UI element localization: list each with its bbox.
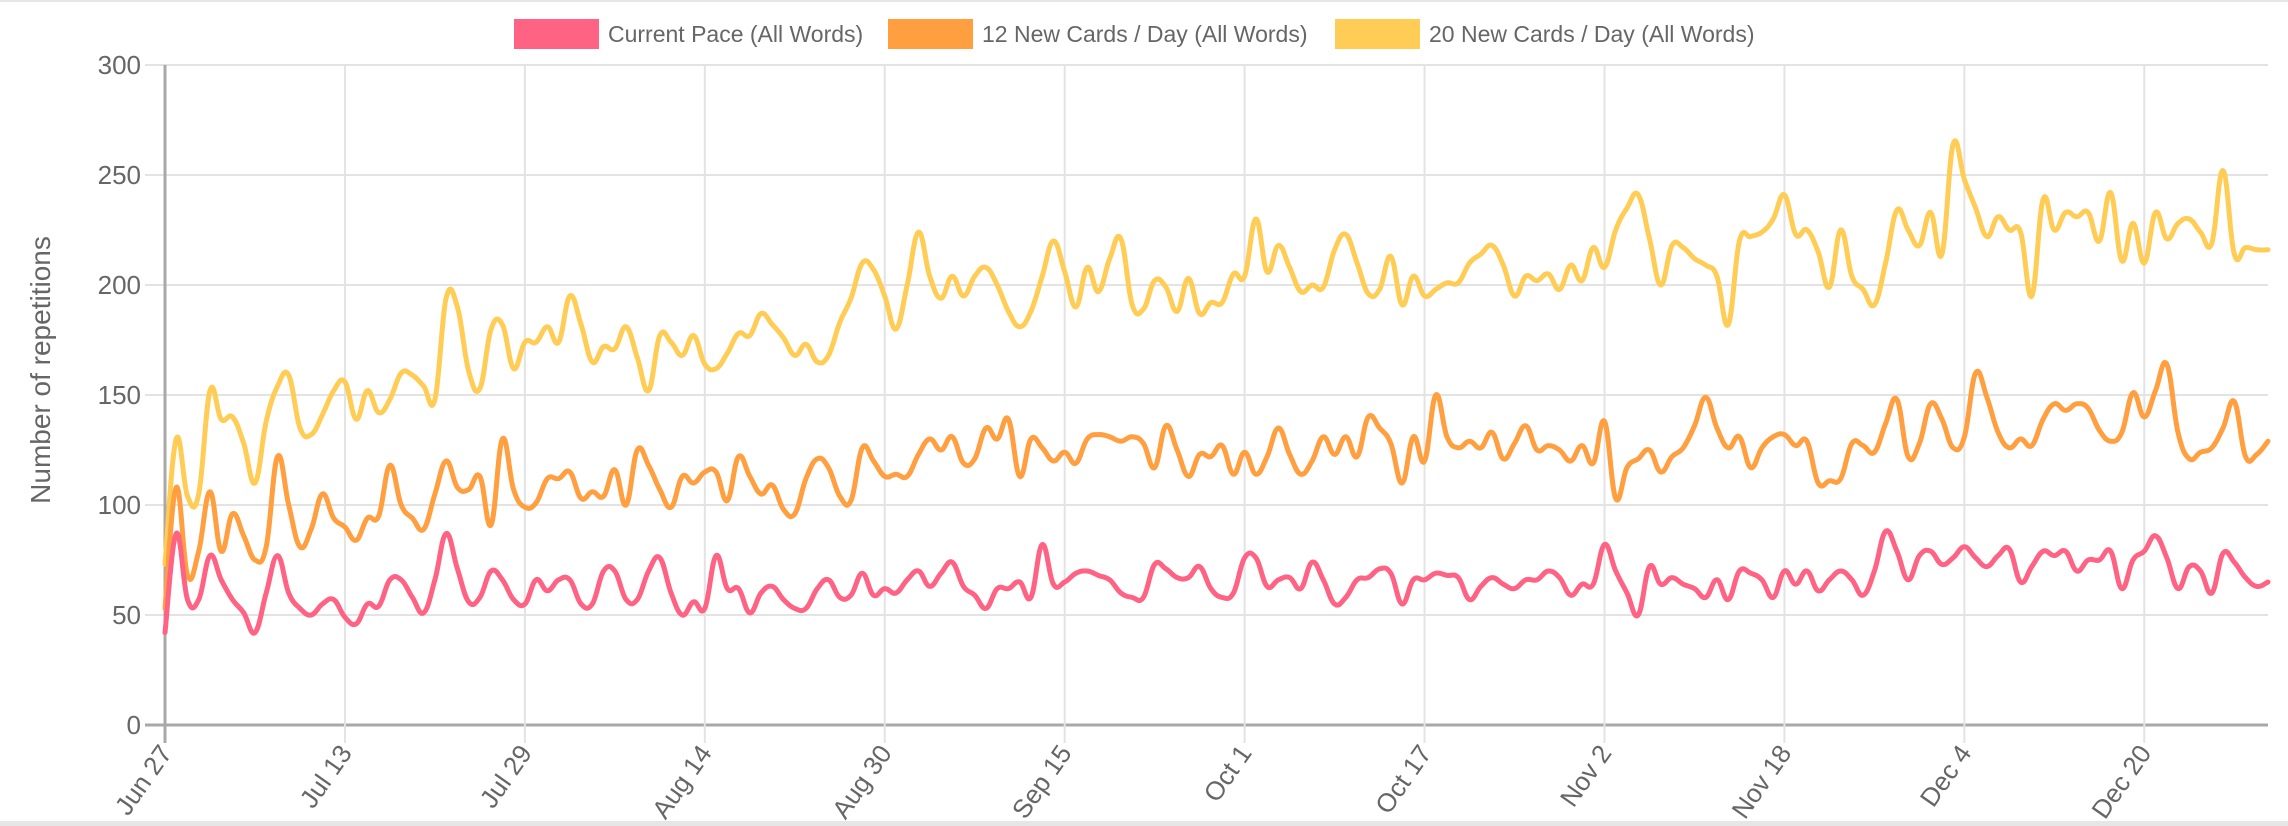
x-tick-label: Oct 1 <box>1197 739 1257 807</box>
y-axis-label: Number of repetitions <box>25 236 56 504</box>
legend-label: 12 New Cards / Day (All Words) <box>982 21 1308 47</box>
x-tick-label: Nov 2 <box>1554 739 1618 812</box>
x-axis-ticks: Jun 27 Jul 13 Jul 29 Aug 14 Aug 30 Sep 15 Oct … <box>109 739 2158 824</box>
y-tick-label: 150 <box>98 380 141 410</box>
legend-item: 12 New Cards / Day (All Words) <box>888 19 1308 49</box>
legend-label: Current Pace (All Words) <box>608 21 863 47</box>
x-tick-label: Dec 20 <box>2085 739 2157 824</box>
x-tick-label: Jul 29 <box>473 739 537 813</box>
x-tick-label: Oct 17 <box>1369 739 1438 819</box>
series-line <box>162 138 2271 567</box>
y-tick-label: 200 <box>98 270 141 300</box>
legend-swatch <box>514 19 599 49</box>
series-line <box>162 528 2271 636</box>
legend-item: Current Pace (All Words) <box>514 19 863 49</box>
series-lines <box>162 138 2271 636</box>
y-tick-label: 100 <box>98 490 141 520</box>
x-tick-label: Aug 14 <box>646 739 718 824</box>
grid-lines <box>145 64 2268 743</box>
y-tick-label: 0 <box>127 710 141 740</box>
x-tick-label: Jul 13 <box>293 739 357 813</box>
x-tick-label: Nov 18 <box>1726 739 1798 824</box>
x-tick-label: Aug 30 <box>826 739 898 824</box>
x-tick-label: Jun 27 <box>109 739 178 820</box>
y-tick-label: 50 <box>112 600 141 630</box>
legend-item: 20 New Cards / Day (All Words) <box>1335 19 1755 49</box>
x-tick-label: Dec 4 <box>1914 739 1978 812</box>
y-axis-ticks: 0 50 100 150 200 250 300 <box>98 50 141 740</box>
y-tick-label: 250 <box>98 160 141 190</box>
x-tick-label: Sep 15 <box>1006 739 1078 824</box>
series-line <box>162 359 2271 611</box>
y-tick-label: 300 <box>98 50 141 80</box>
legend-swatch <box>1335 19 1420 49</box>
legend: Current Pace (All Words) 12 New Cards / D… <box>514 19 1755 49</box>
legend-swatch <box>888 19 973 49</box>
legend-label: 20 New Cards / Day (All Words) <box>1429 21 1755 47</box>
